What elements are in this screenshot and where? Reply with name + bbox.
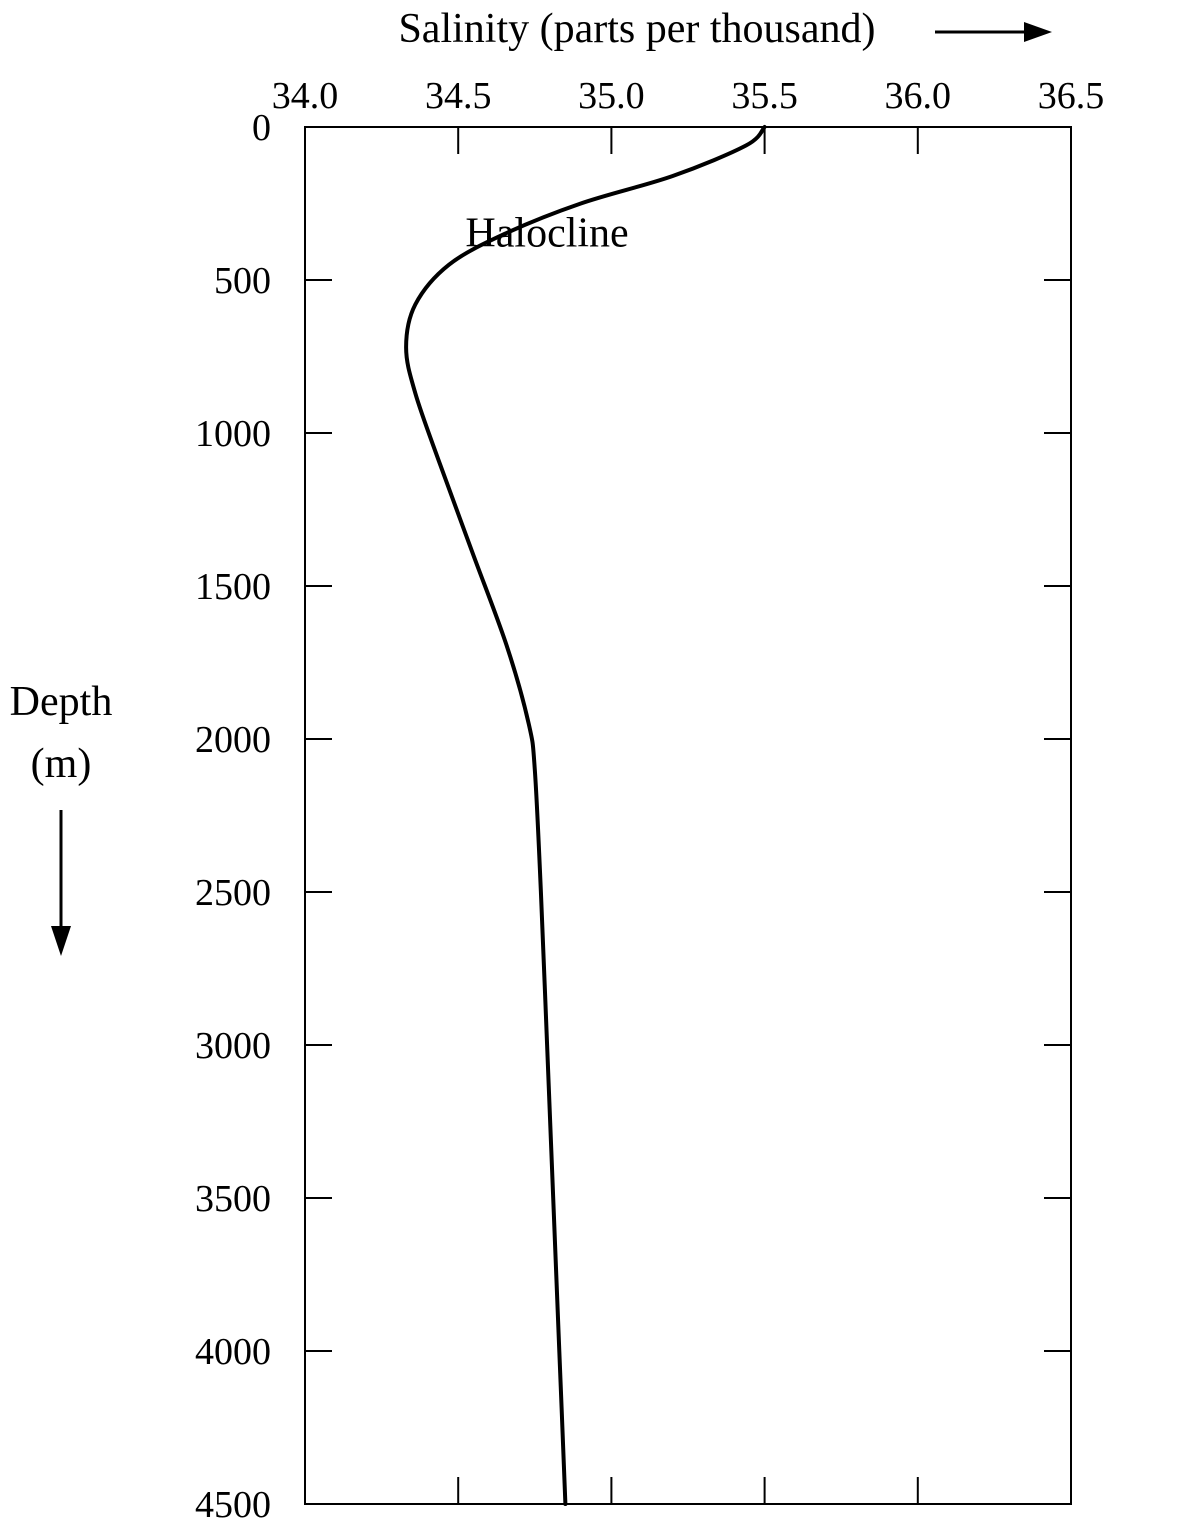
plot-frame <box>304 126 1072 1505</box>
y-tick-label: 500 <box>214 260 271 302</box>
x-tick-label: 36.5 <box>1038 75 1105 117</box>
y-axis-title-line1: Depth <box>10 679 113 725</box>
y-tick-label: 3500 <box>195 1178 271 1220</box>
y-axis-title-line2: (m) <box>31 741 92 787</box>
x-tick-label: 34.5 <box>425 75 492 117</box>
salinity-profile-line <box>404 125 767 1506</box>
x-axis-arrow <box>935 22 1052 42</box>
y-tick-label: 3000 <box>195 1025 271 1067</box>
y-tick-label: 1000 <box>195 413 271 455</box>
y-tick-label: 4500 <box>195 1484 271 1526</box>
x-axis-ticks: 34.0 34.5 35.0 35.5 36.0 36.5 <box>272 75 1105 1504</box>
y-tick-label: 0 <box>252 107 271 149</box>
y-tick-label: 2500 <box>195 872 271 914</box>
x-tick-label: 36.0 <box>885 75 952 117</box>
x-tick-label: 34.0 <box>272 75 339 117</box>
x-axis-title: Salinity (parts per thousand) <box>398 6 875 52</box>
x-tick-label: 35.5 <box>731 75 798 117</box>
x-tick-label: 35.0 <box>578 75 645 117</box>
series-layer <box>404 125 767 1506</box>
halocline-label: Halocline <box>465 210 628 256</box>
y-axis-arrow <box>51 810 71 956</box>
y-tick-label: 4000 <box>195 1331 271 1373</box>
y-axis-ticks: 0 500 1000 1500 2000 2500 3000 3500 4000 4500 <box>195 107 1071 1526</box>
y-tick-label: 1500 <box>195 566 271 608</box>
annotation-layer: Halocline <box>465 210 628 256</box>
y-tick-label: 2000 <box>195 719 271 761</box>
